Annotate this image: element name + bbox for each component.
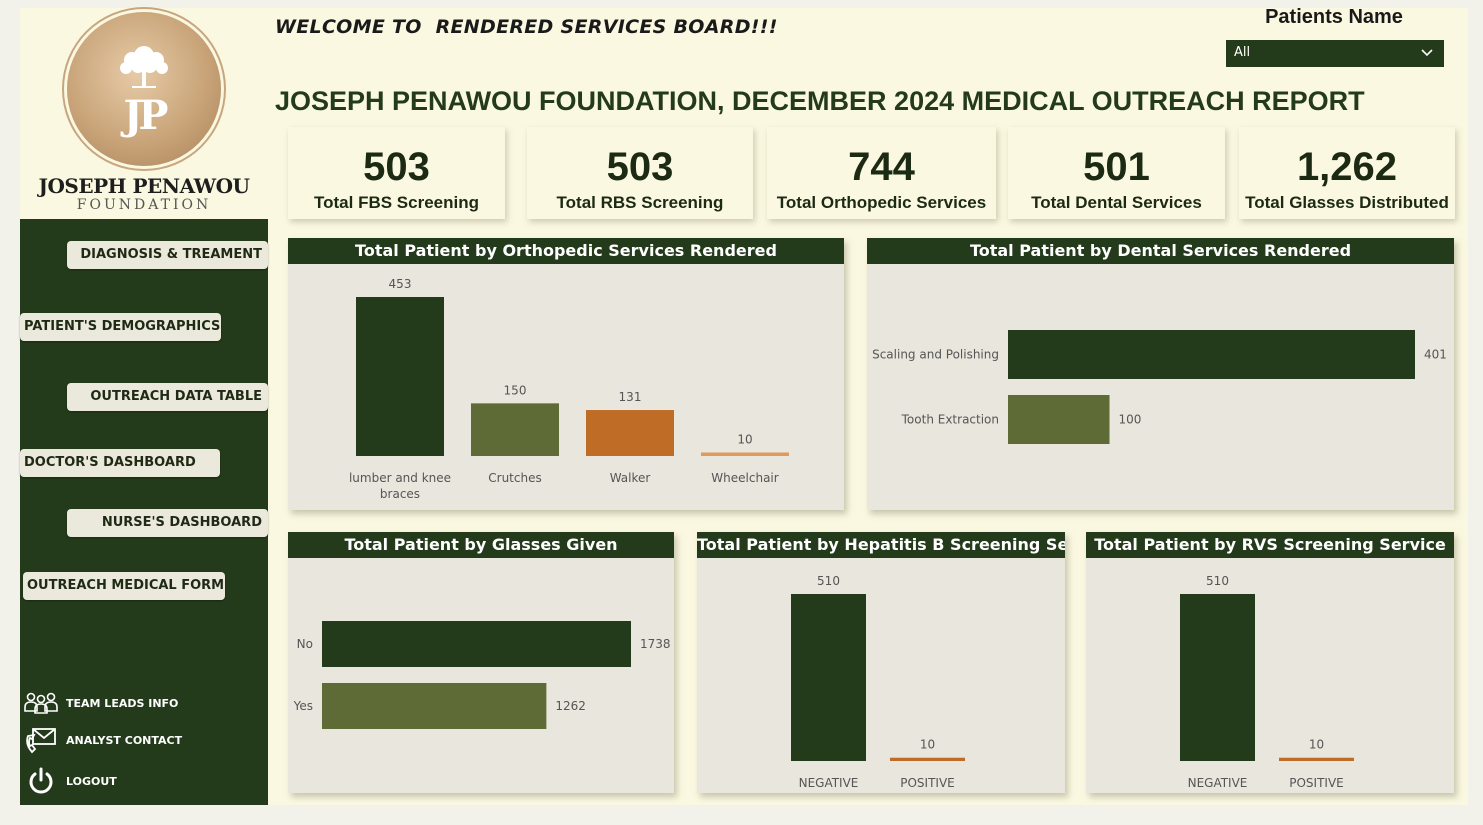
data-label: 10 xyxy=(920,738,935,752)
nav-doctors-dashboard[interactable]: DOCTOR'S DASHBOARD xyxy=(20,449,220,477)
chart-title: Total Patient by Orthopedic Services Ren… xyxy=(288,238,844,264)
kpi-card-orthopedic: 744 Total Orthopedic Services xyxy=(767,127,996,219)
team-leads-label: TEAM LEADS INFO xyxy=(66,696,179,710)
data-label: 510 xyxy=(817,574,840,588)
logo-name: JOSEPH PENAWOU xyxy=(38,174,250,198)
category-label: POSITIVE xyxy=(900,776,955,790)
chart-glasses-given: Total Patient by Glasses Given No 1738 Yes… xyxy=(288,532,674,793)
bar-rvs-1 xyxy=(1279,757,1354,761)
patients-name-filter-label: Patients Name xyxy=(1265,6,1403,28)
power-icon xyxy=(24,767,58,795)
bar-dental-0 xyxy=(1008,330,1415,379)
bar-dental-1 xyxy=(1008,395,1110,444)
analyst-contact-label: ANALYST CONTACT xyxy=(66,733,183,747)
logout-label: LOGOUT xyxy=(66,774,117,788)
kpi-value: 501 xyxy=(1083,145,1150,189)
logout-link[interactable]: LOGOUT xyxy=(24,767,117,795)
chart-glasses-plot: No 1738 Yes 1262 xyxy=(293,621,671,729)
data-label: 131 xyxy=(619,390,642,404)
data-label: 510 xyxy=(1206,574,1229,588)
category-label: POSITIVE xyxy=(1289,776,1344,790)
chart-title: Total Patient by Hepatitis B Screening S… xyxy=(697,532,1065,558)
kpi-card-rbs: 503 Total RBS Screening xyxy=(527,127,753,219)
chart-title: Total Patient by RVS Screening Service xyxy=(1086,532,1454,558)
data-label: 100 xyxy=(1118,413,1141,427)
category-label: No xyxy=(297,637,313,651)
chart-dental-plot: Scaling and Polishing 401 Tooth Extraction… xyxy=(872,330,1447,444)
nav-outreach-medical-form[interactable]: OUTREACH MEDICAL FORM xyxy=(23,572,225,600)
category-label: Wheelchair xyxy=(711,471,778,485)
team-icon xyxy=(24,689,58,717)
contact-mail-icon xyxy=(24,726,58,754)
kpi-card-fbs: 503 Total FBS Screening xyxy=(288,127,505,219)
bar-hepb-1 xyxy=(890,757,965,761)
data-label: 1262 xyxy=(555,699,586,713)
category-label: Walker xyxy=(610,471,651,485)
category-label: braces xyxy=(380,487,420,501)
kpi-value: 1,262 xyxy=(1296,145,1398,189)
bar-ortho-1 xyxy=(471,403,559,456)
patients-name-dropdown[interactable]: All xyxy=(1226,40,1444,67)
chart-rvs-plot: 510 NEGATIVE 10 POSITIVE xyxy=(1180,574,1354,790)
logo-monogram: JP xyxy=(123,92,168,139)
data-label: 453 xyxy=(389,277,412,291)
bar-glasses-0 xyxy=(322,621,631,667)
foundation-logo: JP xyxy=(67,12,221,166)
category-label: NEGATIVE xyxy=(799,776,859,790)
bar-ortho-3 xyxy=(701,452,789,456)
kpi-label: Total RBS Screening xyxy=(556,193,724,212)
welcome-banner: WELCOME TO RENDERED SERVICES BOARD!!! xyxy=(275,16,778,38)
data-label: 1738 xyxy=(640,637,671,651)
data-label: 401 xyxy=(1424,348,1447,362)
team-leads-link[interactable]: TEAM LEADS INFO xyxy=(24,689,178,717)
tree-icon xyxy=(120,46,168,88)
kpi-value: 744 xyxy=(848,145,915,189)
bar-ortho-2 xyxy=(586,410,674,456)
category-label: NEGATIVE xyxy=(1188,776,1248,790)
page-title: JOSEPH PENAWOU FOUNDATION, DECEMBER 2024… xyxy=(275,86,1365,116)
category-label: Yes xyxy=(293,699,313,713)
bar-ortho-0 xyxy=(356,297,444,456)
bar-hepb-0 xyxy=(791,594,866,761)
category-label: lumber and knee xyxy=(349,471,451,485)
sidebar: DIAGNOSIS & TREAMENT PATIENT'S DEMOGRAPH… xyxy=(20,219,268,805)
dropdown-selected-value: All xyxy=(1234,45,1251,60)
chart-hepatitis-b-plot: 510 NEGATIVE 10 POSITIVE xyxy=(791,574,965,790)
chart-orthopedic-services: Total Patient by Orthopedic Services Ren… xyxy=(288,238,844,510)
nav-nurses-dashboard[interactable]: NURSE'S DASHBOARD xyxy=(67,509,268,537)
nav-outreach-data-table[interactable]: OUTREACH DATA TABLE xyxy=(67,383,268,411)
kpi-value: 503 xyxy=(363,145,430,189)
nav-patients-demographics[interactable]: PATIENT'S DEMOGRAPHICS xyxy=(20,313,221,341)
category-label: Scaling and Polishing xyxy=(872,348,999,362)
chevron-down-icon xyxy=(1421,49,1433,57)
chart-title: Total Patient by Dental Services Rendere… xyxy=(867,238,1454,264)
chart-dental-services: Total Patient by Dental Services Rendere… xyxy=(867,238,1454,510)
analyst-contact-link[interactable]: ANALYST CONTACT xyxy=(24,726,182,754)
bar-glasses-1 xyxy=(322,683,547,729)
kpi-label: Total Dental Services xyxy=(1031,193,1202,212)
kpi-card-dental: 501 Total Dental Services xyxy=(1008,127,1225,219)
chart-title: Total Patient by Glasses Given xyxy=(288,532,674,558)
data-label: 10 xyxy=(1309,738,1324,752)
chart-orthopedic-plot: 453 lumber and knee braces 150 Crutches 131 Wa… xyxy=(349,277,789,501)
logo-area: JP JOSEPH PENAWOU FOUNDATION xyxy=(20,8,268,219)
chart-hepatitis-b-screening: Total Patient by Hepatitis B Screening S… xyxy=(697,532,1065,793)
kpi-label: Total FBS Screening xyxy=(314,193,479,212)
category-label: Crutches xyxy=(488,471,541,485)
nav-diagnosis-treatment[interactable]: DIAGNOSIS & TREAMENT xyxy=(67,241,268,269)
kpi-value: 503 xyxy=(606,145,674,189)
category-label: Tooth Extraction xyxy=(901,413,999,427)
data-label: 150 xyxy=(504,383,527,397)
kpi-label: Total Glasses Distributed xyxy=(1245,193,1449,212)
chart-rvs-screening: Total Patient by RVS Screening Service 5… xyxy=(1086,532,1454,793)
kpi-label: Total Orthopedic Services xyxy=(776,193,987,212)
logo-subtitle: FOUNDATION xyxy=(76,197,212,213)
bar-rvs-0 xyxy=(1180,594,1255,761)
kpi-card-glasses: 1,262 Total Glasses Distributed xyxy=(1239,127,1455,219)
data-label: 10 xyxy=(737,432,752,446)
